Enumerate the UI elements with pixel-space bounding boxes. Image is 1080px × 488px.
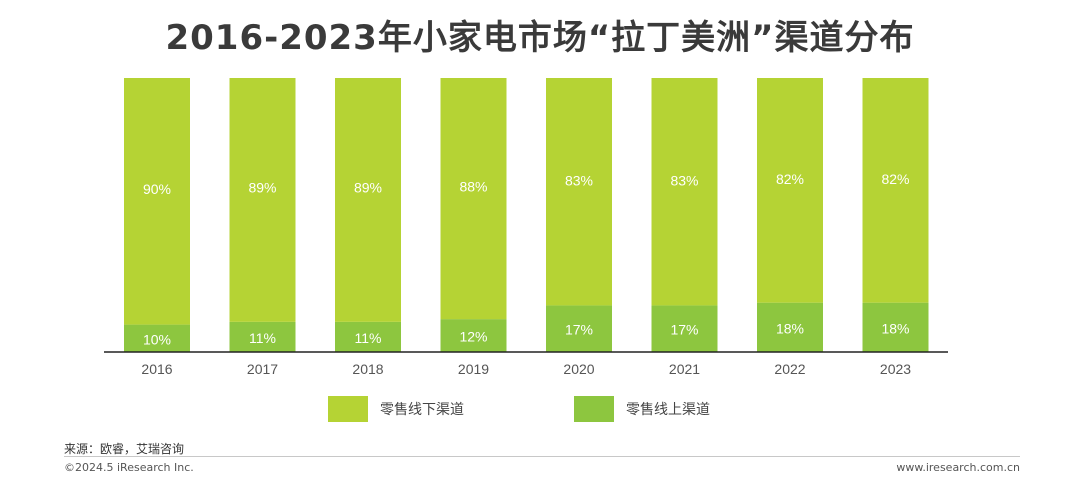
bar-online-2017 xyxy=(229,321,296,352)
data-label-offline-2021: 83% xyxy=(670,172,698,188)
x-tick-label-2016: 2016 xyxy=(141,361,172,377)
data-label-online-2023: 18% xyxy=(881,320,909,336)
data-label-online-2022: 18% xyxy=(776,320,804,336)
bar-online-2023 xyxy=(862,302,929,352)
x-tick-label-2018: 2018 xyxy=(352,361,383,377)
data-label-online-2018: 11% xyxy=(355,330,382,346)
bar-online-2021 xyxy=(651,305,718,352)
data-label-online-2017: 11% xyxy=(249,330,276,346)
data-label-online-2019: 12% xyxy=(459,329,487,345)
x-tick-label-2020: 2020 xyxy=(563,361,594,377)
bar-online-2018 xyxy=(335,321,401,352)
data-label-offline-2018: 89% xyxy=(354,180,382,196)
bar-offline-2023 xyxy=(862,78,929,303)
data-label-offline-2017: 89% xyxy=(248,180,276,196)
data-label-offline-2023: 82% xyxy=(881,171,909,187)
stacked-bar-chart: 10% 90% 2016 11% 89% 2017 11% 89% 2018 12% 88% 2019… xyxy=(104,78,948,377)
legend-label-offline: 零售线下渠道 xyxy=(380,402,464,418)
data-label-offline-2016: 90% xyxy=(143,181,171,197)
copyright-text: ©2024.5 iResearch Inc. xyxy=(64,461,194,474)
footer-divider xyxy=(64,456,1020,457)
data-label-online-2020: 17% xyxy=(565,322,593,338)
bar-offline-2018 xyxy=(335,78,401,322)
legend-item-offline: 零售线下渠道 xyxy=(328,396,464,422)
website-text: www.iresearch.com.cn xyxy=(896,461,1020,474)
x-tick-label-2021: 2021 xyxy=(669,361,700,377)
bar-online-2022 xyxy=(757,302,823,352)
data-label-offline-2020: 83% xyxy=(565,172,593,188)
bar-offline-2022 xyxy=(757,78,823,303)
bar-offline-2020 xyxy=(546,78,612,306)
x-tick-label-2022: 2022 xyxy=(774,361,805,377)
bar-offline-2019 xyxy=(440,78,507,320)
data-label-offline-2022: 82% xyxy=(776,171,804,187)
legend-swatch-offline xyxy=(328,396,368,422)
x-tick-label-2019: 2019 xyxy=(458,361,489,377)
legend-label-online: 零售线上渠道 xyxy=(626,402,710,418)
bar-offline-2017 xyxy=(229,78,296,322)
bar-online-2020 xyxy=(546,305,612,352)
source-note: 来源：欧睿，艾瑞咨询 xyxy=(64,442,185,456)
x-tick-label-2023: 2023 xyxy=(880,361,911,377)
data-label-online-2016: 10% xyxy=(143,331,171,347)
bar-online-2019 xyxy=(440,319,507,352)
data-label-online-2021: 17% xyxy=(670,322,698,338)
x-tick-label-2017: 2017 xyxy=(247,361,278,377)
legend-swatch-online xyxy=(574,396,614,422)
data-label-offline-2019: 88% xyxy=(459,179,487,195)
chart-title: 2016-2023年小家电市场“拉丁美洲”渠道分布 xyxy=(165,18,915,58)
bar-offline-2021 xyxy=(651,78,718,306)
bar-offline-2016 xyxy=(124,78,190,325)
legend-item-online: 零售线上渠道 xyxy=(574,396,710,422)
bar-online-2016 xyxy=(124,324,190,352)
